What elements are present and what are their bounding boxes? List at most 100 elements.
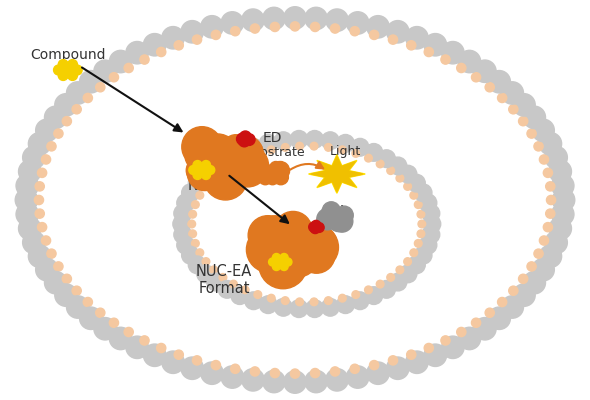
Circle shape <box>457 63 466 72</box>
Circle shape <box>225 140 264 179</box>
Circle shape <box>549 160 572 183</box>
Circle shape <box>339 294 346 302</box>
Circle shape <box>156 344 166 353</box>
Circle shape <box>519 116 527 126</box>
Circle shape <box>240 131 251 143</box>
Circle shape <box>539 245 562 268</box>
Circle shape <box>267 222 317 272</box>
Circle shape <box>174 41 183 50</box>
Circle shape <box>389 157 407 175</box>
Circle shape <box>260 165 275 180</box>
Circle shape <box>280 262 288 270</box>
Circle shape <box>552 189 575 211</box>
Circle shape <box>386 357 409 380</box>
Circle shape <box>326 369 348 391</box>
Circle shape <box>396 174 404 182</box>
Circle shape <box>126 42 148 64</box>
Circle shape <box>442 42 464 64</box>
Circle shape <box>231 287 248 304</box>
Circle shape <box>247 226 293 273</box>
Circle shape <box>94 60 116 82</box>
Circle shape <box>206 143 238 175</box>
Circle shape <box>250 24 260 33</box>
Circle shape <box>310 298 318 306</box>
Circle shape <box>259 172 272 185</box>
Circle shape <box>94 318 116 340</box>
Circle shape <box>202 160 211 170</box>
Circle shape <box>193 170 202 180</box>
Circle shape <box>198 137 241 180</box>
Circle shape <box>365 144 383 161</box>
Circle shape <box>182 246 199 264</box>
Circle shape <box>219 167 227 174</box>
Circle shape <box>350 364 359 374</box>
Circle shape <box>182 127 222 167</box>
Circle shape <box>545 231 568 254</box>
Circle shape <box>185 141 214 170</box>
Circle shape <box>109 318 119 327</box>
Circle shape <box>109 50 132 73</box>
Circle shape <box>293 239 322 267</box>
Circle shape <box>55 94 77 116</box>
Circle shape <box>474 318 496 340</box>
Circle shape <box>219 274 227 281</box>
Circle shape <box>28 245 51 268</box>
Circle shape <box>124 328 133 337</box>
Circle shape <box>16 174 38 197</box>
Circle shape <box>410 192 418 199</box>
Circle shape <box>256 167 272 182</box>
Circle shape <box>250 367 260 376</box>
Circle shape <box>271 162 290 180</box>
Circle shape <box>194 136 237 178</box>
Circle shape <box>250 227 295 273</box>
Circle shape <box>388 356 398 365</box>
Circle shape <box>534 249 543 258</box>
Circle shape <box>195 139 232 176</box>
Circle shape <box>497 93 507 102</box>
Circle shape <box>376 280 384 288</box>
Circle shape <box>274 228 307 261</box>
Circle shape <box>274 228 308 262</box>
Circle shape <box>290 240 322 270</box>
Circle shape <box>35 209 44 218</box>
Circle shape <box>399 165 417 183</box>
Circle shape <box>41 155 51 164</box>
Circle shape <box>35 119 58 142</box>
Circle shape <box>189 230 196 238</box>
Circle shape <box>549 217 572 240</box>
Circle shape <box>268 258 277 266</box>
Circle shape <box>272 251 301 280</box>
Circle shape <box>527 129 536 138</box>
Circle shape <box>408 256 425 274</box>
Circle shape <box>44 272 67 294</box>
Circle shape <box>527 262 536 271</box>
Circle shape <box>407 41 416 50</box>
Circle shape <box>297 224 337 265</box>
Circle shape <box>532 258 555 281</box>
Circle shape <box>534 142 543 151</box>
Circle shape <box>260 227 306 273</box>
Circle shape <box>204 156 247 200</box>
Circle shape <box>320 212 334 226</box>
Circle shape <box>201 142 235 177</box>
Circle shape <box>378 280 395 298</box>
Circle shape <box>376 160 384 168</box>
Circle shape <box>404 182 411 190</box>
Circle shape <box>296 142 303 150</box>
Circle shape <box>254 150 261 157</box>
Circle shape <box>22 231 45 254</box>
Circle shape <box>58 70 68 80</box>
Circle shape <box>188 220 196 228</box>
Circle shape <box>424 47 434 56</box>
Circle shape <box>218 280 236 298</box>
Circle shape <box>414 246 432 264</box>
Circle shape <box>47 249 56 258</box>
Circle shape <box>222 135 249 161</box>
Circle shape <box>210 174 218 182</box>
Circle shape <box>263 370 285 393</box>
Circle shape <box>259 240 307 289</box>
Circle shape <box>63 64 73 76</box>
Circle shape <box>267 294 275 302</box>
Circle shape <box>539 236 549 245</box>
Text: NUC-EA
Format: NUC-EA Format <box>196 264 253 296</box>
